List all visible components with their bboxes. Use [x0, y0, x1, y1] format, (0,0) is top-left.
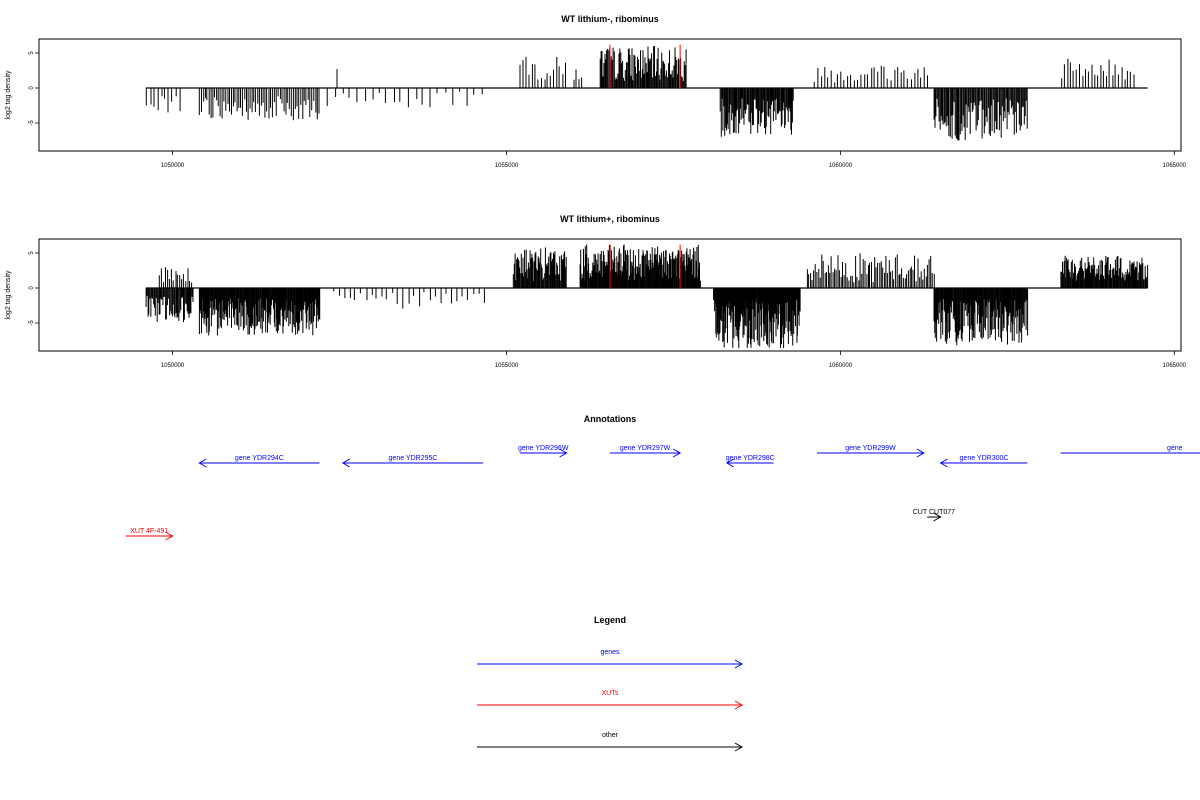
annotation-label: XUT 4F-491	[130, 528, 168, 535]
annotation-label: gene YDR297W	[620, 445, 671, 452]
x-tick-label: 1050000	[161, 363, 185, 369]
legend-items: genes XUTs other	[477, 649, 744, 752]
annotation-label: gene YDR296W	[518, 445, 569, 452]
legend-title: Legend	[594, 615, 626, 625]
legend-label: genes	[600, 649, 620, 656]
annotation-label: gene YDR294C	[235, 455, 284, 462]
legend-item-xuts: XUTs	[477, 690, 744, 710]
annotation-label: gene YDR295C	[389, 455, 438, 462]
annotation-arrowhead	[939, 458, 948, 468]
annotation-arrowhead	[559, 448, 568, 458]
x-tick-label: 1065000	[1163, 163, 1187, 169]
annotation-label: gene YDR300C	[960, 455, 1009, 462]
annotation-label: gene YDR298C	[726, 455, 775, 462]
annotation-genes: gene YDR298C	[725, 455, 775, 468]
annotation-genes: gene YDR296W	[518, 445, 569, 458]
y-tick-label: 0	[29, 286, 35, 290]
annotation-genes: gene YDR295C	[341, 455, 484, 468]
track-panel-lithium-minus: WT lithium-, ribominus log2 tag density …	[5, 14, 1187, 169]
y-tick-label: -5	[29, 320, 35, 326]
annotation-arrowhead	[165, 531, 174, 541]
annotation-other: CUT CUT077	[913, 509, 955, 522]
density-bars	[145, 46, 1148, 141]
annotation-arrowhead	[933, 512, 942, 522]
annotation-items: gene YDR294C gene YDR295C gene YDR296W gene…	[125, 445, 1200, 541]
y-tick-label: 5	[29, 51, 35, 55]
x-tick-label: 1065000	[1163, 363, 1187, 369]
legend-arrowhead	[734, 659, 744, 669]
annotation-arrowhead	[198, 458, 207, 468]
track-title: WT lithium+, ribominus	[560, 214, 660, 224]
annotation-genes: gene YDR297W	[610, 445, 682, 458]
legend-item-other: other	[477, 732, 744, 752]
legend-arrowhead	[734, 742, 744, 752]
y-axis: 5 0 -5	[29, 251, 40, 326]
annotation-genes: gene YDR300C	[939, 455, 1028, 468]
annotation-arrowhead	[916, 448, 925, 458]
annotation-genes: gene YDR299W	[817, 445, 925, 458]
track-title: WT lithium-, ribominus	[561, 14, 659, 24]
y-axis-label: log2 tag density	[5, 70, 12, 120]
x-tick-label: 1060000	[829, 163, 853, 169]
legend-label: XUTs	[602, 690, 619, 697]
x-tick-label: 1050000	[161, 163, 185, 169]
annotation-genes: gene	[1060, 445, 1200, 454]
annotations-track: Annotations gene YDR294C gene YDR295Cgene…	[125, 414, 1200, 541]
annotations-title: Annotations	[584, 414, 637, 424]
track-panel-lithium-plus: WT lithium+, ribominus log2 tag density …	[5, 214, 1187, 369]
x-tick-label: 1055000	[495, 363, 519, 369]
x-axis: 1050000 1055000 1060000 1065000	[161, 151, 1187, 169]
legend: Legend genes XUTs other	[477, 615, 744, 752]
annotation-genes: gene YDR294C	[198, 455, 320, 468]
annotation-arrowhead	[672, 448, 682, 458]
legend-item-genes: genes	[477, 649, 744, 669]
x-tick-label: 1060000	[829, 363, 853, 369]
y-tick-label: 5	[29, 251, 35, 255]
legend-label: other	[602, 732, 619, 739]
y-tick-label: 0	[29, 86, 35, 90]
annotation-label: gene	[1167, 445, 1183, 452]
annotation-label: CUT CUT077	[913, 509, 955, 516]
x-axis: 1050000 1055000 1060000 1065000	[161, 351, 1187, 369]
x-tick-label: 1055000	[495, 163, 519, 169]
y-axis: 5 0 -5	[29, 51, 40, 126]
density-bars	[145, 244, 1149, 349]
marker-lines	[609, 244, 681, 288]
marker-lines	[609, 44, 681, 88]
y-axis-label: log2 tag density	[5, 270, 12, 320]
annotation-label: gene YDR299W	[845, 445, 896, 452]
annotation-xuts: XUT 4F-491	[125, 528, 174, 541]
y-tick-label: -5	[29, 120, 35, 126]
annotation-arrowhead	[725, 458, 735, 468]
annotation-arrowhead	[341, 458, 351, 468]
legend-arrowhead	[734, 700, 744, 710]
